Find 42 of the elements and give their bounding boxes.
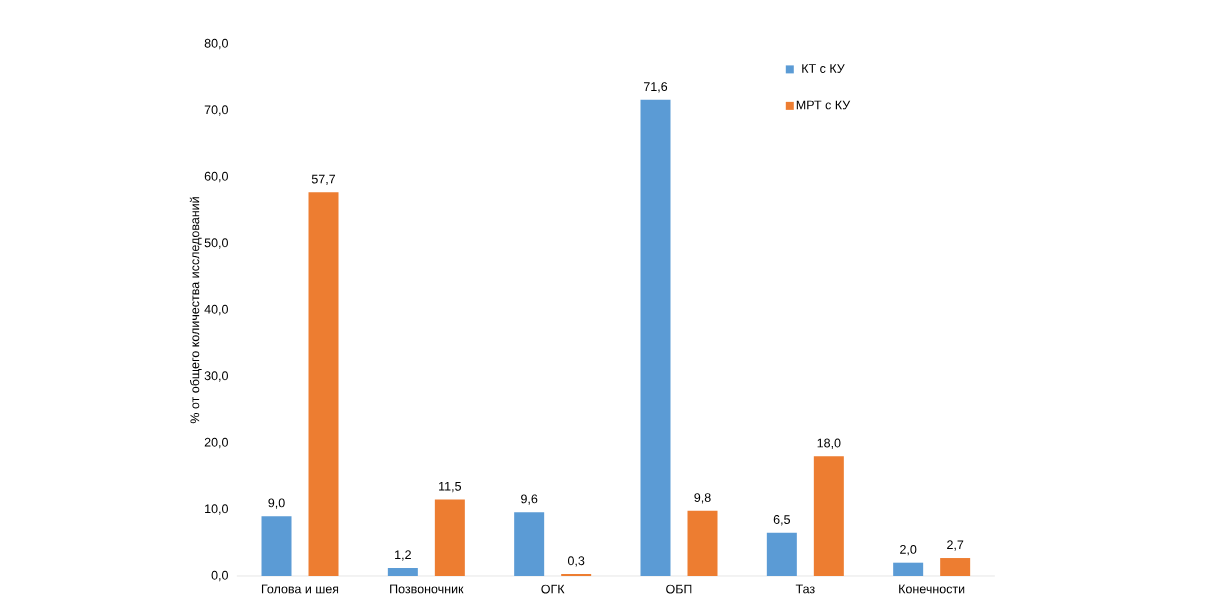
bar [893, 562, 924, 576]
y-tick-label: 10,0 [205, 504, 228, 515]
data-label: 2,7 [947, 540, 964, 551]
y-tick-label: 50,0 [204, 238, 228, 249]
x-tick-label: Таз [795, 584, 815, 594]
data-label: 9,6 [521, 494, 538, 505]
y-axis-title: % от общего количества исследований [189, 197, 202, 424]
data-label: 6,5 [773, 515, 790, 526]
bar [640, 99, 671, 576]
data-label: 11,5 [439, 481, 462, 493]
bar [687, 510, 718, 576]
y-tick-label: 0,0 [211, 570, 228, 582]
data-label: 18,0 [817, 438, 841, 449]
bar [261, 516, 292, 576]
y-tick-label: 20,0 [204, 437, 228, 449]
data-label: 71,6 [643, 82, 668, 93]
bar [387, 568, 418, 576]
y-tick-label: 40,0 [204, 304, 228, 316]
legend-label: МРТ с КУ [796, 100, 851, 110]
data-label: 1,2 [395, 550, 411, 561]
y-tick-label: 60,0 [204, 171, 228, 183]
bar [940, 558, 971, 576]
bar [766, 532, 797, 576]
x-tick-label: Позвоночник [390, 584, 464, 594]
bar [813, 456, 844, 576]
y-tick-label: 70,0 [204, 105, 228, 116]
y-tick-label: 80,0 [204, 38, 228, 50]
x-tick-label: Голова и шея [261, 584, 339, 594]
bar [561, 573, 592, 576]
bar [514, 512, 545, 576]
data-label: 2,0 [900, 545, 917, 556]
bar [434, 499, 465, 576]
data-label: 57,7 [311, 174, 336, 185]
legend-label: КТ с КУ [802, 64, 845, 73]
data-label: 9,8 [694, 493, 711, 504]
x-tick-label: ОБП [666, 584, 692, 594]
y-tick-label: 30,0 [204, 371, 228, 382]
data-label: 0,3 [567, 556, 585, 567]
bar [308, 192, 339, 576]
x-tick-label: Конечности [899, 584, 965, 594]
data-label: 9,0 [268, 498, 285, 509]
x-tick-label: ОГК [541, 584, 565, 594]
